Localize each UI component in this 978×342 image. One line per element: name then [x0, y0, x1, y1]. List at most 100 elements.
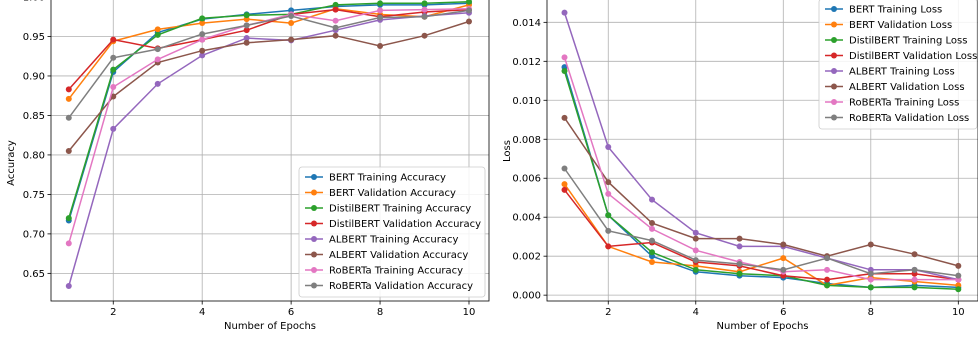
data-point [110, 125, 117, 132]
plot-frame [50, 0, 490, 302]
y-tick-label: 0.012 [512, 57, 541, 68]
legend: BERT Training Accuracy BERT Validation Ac… [298, 166, 486, 298]
data-point [199, 15, 206, 22]
legend-entry-label: DistilBERT Validation Loss [849, 51, 977, 62]
y-tick-label: 0.000 [512, 291, 541, 302]
data-point [561, 68, 568, 75]
x-tick-label: 8 [868, 307, 874, 318]
legend-entry-label: ALBERT Training Loss [849, 67, 955, 78]
data-point [780, 241, 787, 248]
data-point [199, 31, 206, 38]
data-point [377, 7, 384, 14]
legend-entry-label: RoBERTa Validation Loss [849, 113, 969, 124]
series-line [68, 8, 470, 244]
series-line [563, 117, 959, 267]
data-point [561, 181, 568, 188]
y-tick-label: 1.00 [23, 0, 45, 4]
legend-swatch-marker [311, 267, 317, 273]
data-point [332, 6, 339, 13]
data-point [421, 32, 428, 39]
y-tick-label: 0.004 [512, 213, 541, 224]
data-point [824, 282, 831, 289]
legend-entry-label: RoBERTa Training Accuracy [329, 266, 463, 277]
series-line [68, 20, 470, 152]
data-point [911, 251, 918, 258]
legend-entry-label: DistilBERT Training Loss [849, 36, 967, 47]
data-point [332, 32, 339, 39]
data-point [605, 243, 612, 250]
data-point [605, 179, 612, 186]
y-axis-label: Loss [502, 140, 513, 162]
data-point [780, 255, 787, 262]
series-line [563, 168, 959, 277]
data-point [649, 220, 656, 227]
data-point [736, 243, 743, 250]
series-line [563, 189, 959, 281]
data-point [154, 46, 161, 53]
data-point [955, 272, 962, 279]
data-point [377, 42, 384, 49]
data-point [65, 114, 72, 121]
legend: BERT Training Loss BERT Validation Loss Di… [818, 0, 978, 130]
data-point [288, 36, 295, 43]
legend-swatch-marker [311, 282, 317, 289]
series-albert-validation-accuracy [65, 18, 472, 154]
y-tick-label: 0.85 [23, 111, 45, 122]
legend-entry-label: ALBERT Validation Loss [849, 82, 965, 93]
y-tick-label: 0.80 [23, 150, 45, 161]
data-point [955, 286, 962, 293]
data-point [332, 1, 339, 8]
data-point [421, 0, 428, 7]
x-axis-label: Number of Epochs [224, 321, 316, 332]
data-point [561, 165, 568, 172]
y-tick-label: 0.010 [512, 96, 541, 107]
data-point [649, 249, 656, 256]
y-tick-label: 0.006 [512, 174, 541, 185]
y-tick-label: 0.95 [23, 32, 45, 43]
series-line [563, 12, 959, 281]
data-point [377, 14, 384, 21]
legend-box [818, 0, 978, 130]
series-line [68, 12, 470, 287]
data-point [692, 266, 699, 273]
y-tick-label: 0.70 [23, 229, 45, 240]
data-point [199, 20, 206, 27]
data-point [421, 13, 428, 20]
x-tick-label: 2 [605, 307, 611, 318]
data-point [692, 235, 699, 242]
data-point [243, 39, 250, 46]
legend-entry-label: RoBERTa Training Loss [849, 98, 959, 109]
data-point [332, 24, 339, 31]
series-line [68, 0, 470, 219]
x-tick-label: 8 [377, 307, 383, 318]
data-point [736, 270, 743, 277]
data-point [332, 17, 339, 24]
data-point [605, 212, 612, 219]
legend-swatch-marker [311, 189, 317, 196]
y-tick-label: 0.75 [23, 190, 45, 201]
data-point [692, 257, 699, 264]
data-point [154, 80, 161, 87]
data-point [65, 215, 72, 222]
data-point [154, 26, 161, 33]
x-tick-label: 4 [693, 307, 699, 318]
plot-frame [546, 0, 978, 302]
data-point [377, 0, 384, 7]
data-point [649, 225, 656, 232]
data-point [561, 54, 568, 61]
legend-entry-label: ALBERT Validation Accuracy [329, 250, 468, 261]
legend-swatch-marker [311, 236, 317, 242]
data-point [243, 22, 250, 29]
data-point [955, 262, 962, 269]
x-axis-label: Number of Epochs [717, 321, 809, 332]
data-point [780, 266, 787, 273]
data-point [824, 266, 831, 273]
y-tick-label: 0.002 [512, 252, 541, 263]
data-point [65, 240, 72, 247]
x-tick-label: 10 [463, 307, 476, 318]
data-point [736, 235, 743, 242]
data-point [65, 282, 72, 289]
legend-swatch-marker [311, 174, 317, 180]
series-roberta-validation-accuracy [65, 7, 472, 121]
legend-entry-label: BERT Validation Accuracy [329, 188, 456, 199]
